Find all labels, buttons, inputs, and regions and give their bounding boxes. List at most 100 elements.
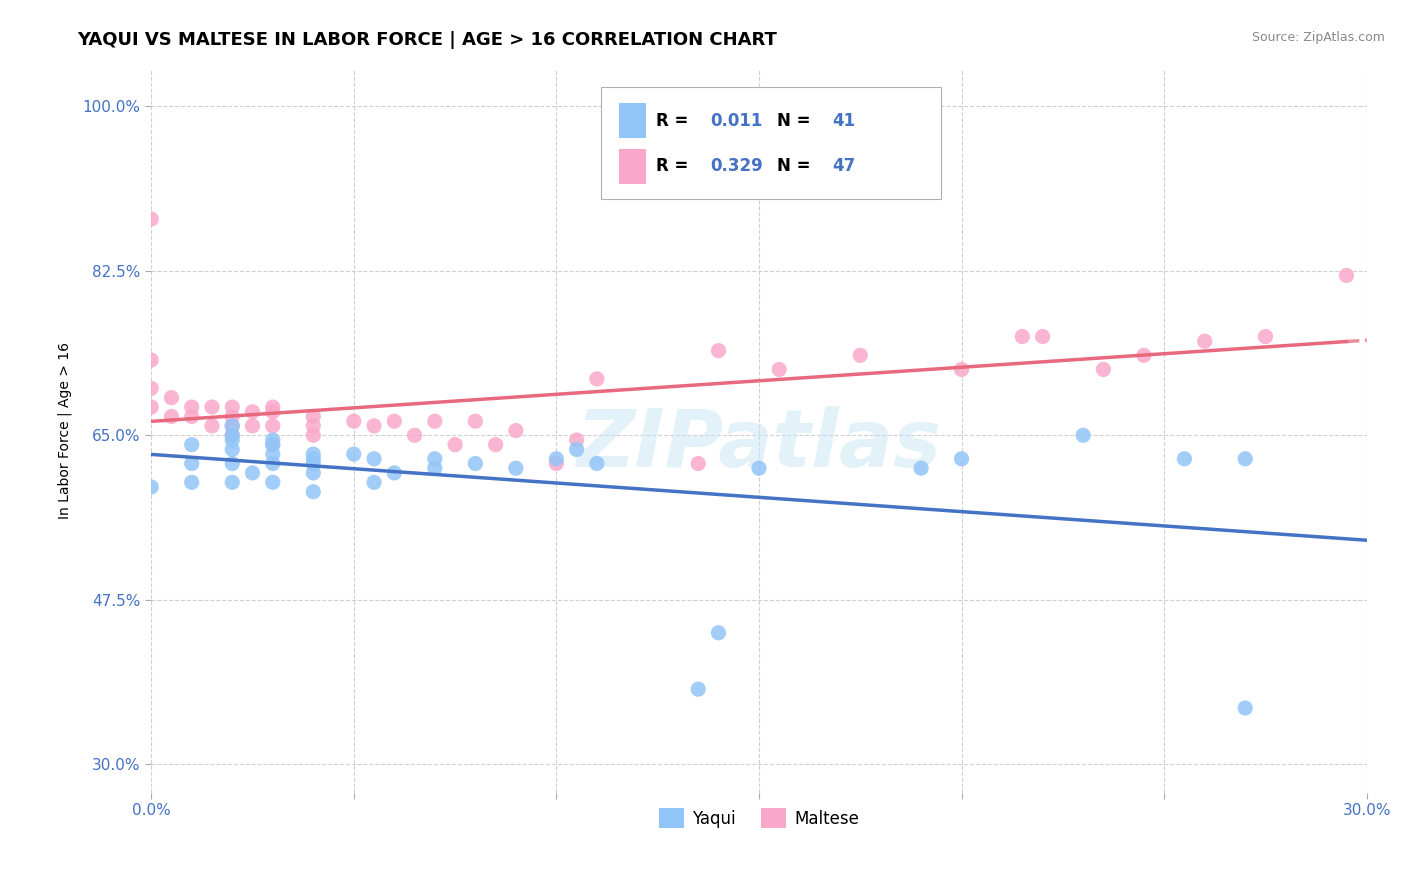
Point — [382, 466, 405, 480]
Point — [262, 457, 284, 471]
Point — [221, 457, 243, 471]
Point — [950, 362, 973, 376]
Y-axis label: In Labor Force | Age > 16: In Labor Force | Age > 16 — [58, 343, 72, 519]
Point — [382, 414, 405, 428]
Point — [221, 418, 243, 433]
Point — [464, 414, 486, 428]
Point — [1011, 329, 1033, 343]
Point — [180, 409, 202, 424]
Point — [768, 362, 790, 376]
Point — [1071, 428, 1094, 442]
Text: N =: N = — [778, 157, 817, 176]
Text: Source: ZipAtlas.com: Source: ZipAtlas.com — [1251, 31, 1385, 45]
Point — [221, 418, 243, 433]
Point — [221, 442, 243, 457]
Point — [141, 400, 163, 414]
Point — [1234, 451, 1257, 466]
Point — [160, 391, 183, 405]
Point — [363, 451, 385, 466]
Point — [423, 461, 446, 475]
Point — [262, 438, 284, 452]
Point — [950, 451, 973, 466]
Point — [262, 433, 284, 447]
Point — [180, 438, 202, 452]
Point — [201, 400, 224, 414]
Point — [302, 428, 325, 442]
Point — [565, 433, 588, 447]
Text: 41: 41 — [832, 112, 855, 129]
Text: N =: N = — [778, 112, 817, 129]
Point — [1173, 451, 1195, 466]
Point — [1336, 268, 1358, 283]
Text: 0.329: 0.329 — [710, 157, 763, 176]
Point — [343, 414, 366, 428]
Point — [707, 343, 730, 358]
Point — [1254, 329, 1277, 343]
Point — [141, 381, 163, 395]
Point — [688, 682, 710, 697]
Point — [302, 418, 325, 433]
Text: R =: R = — [655, 112, 693, 129]
Point — [505, 461, 527, 475]
FancyBboxPatch shape — [619, 103, 645, 138]
Point — [262, 447, 284, 461]
FancyBboxPatch shape — [619, 149, 645, 184]
Point — [302, 447, 325, 461]
FancyBboxPatch shape — [600, 87, 941, 199]
Point — [262, 475, 284, 490]
Point — [546, 457, 568, 471]
Text: R =: R = — [655, 157, 693, 176]
Point — [141, 480, 163, 494]
Point — [262, 438, 284, 452]
Point — [849, 348, 872, 362]
Point — [262, 405, 284, 419]
Point — [221, 433, 243, 447]
Point — [423, 414, 446, 428]
Point — [262, 400, 284, 414]
Point — [141, 353, 163, 368]
Point — [221, 400, 243, 414]
Point — [221, 428, 243, 442]
Point — [546, 451, 568, 466]
Point — [242, 418, 264, 433]
Point — [363, 418, 385, 433]
Point — [343, 447, 366, 461]
Point — [1234, 701, 1257, 715]
Point — [1133, 348, 1156, 362]
Point — [1194, 334, 1216, 349]
Point — [302, 457, 325, 471]
Point — [748, 461, 770, 475]
Point — [363, 475, 385, 490]
Point — [1092, 362, 1115, 376]
Point — [242, 405, 264, 419]
Point — [1032, 329, 1054, 343]
Point — [707, 625, 730, 640]
Point — [180, 457, 202, 471]
Point — [180, 400, 202, 414]
Point — [484, 438, 506, 452]
Text: 47: 47 — [832, 157, 855, 176]
Point — [201, 418, 224, 433]
Point — [423, 451, 446, 466]
Legend: Yaqui, Maltese: Yaqui, Maltese — [652, 801, 866, 835]
Point — [302, 409, 325, 424]
Text: ZIPatlas: ZIPatlas — [576, 406, 942, 484]
Point — [464, 457, 486, 471]
Point — [586, 372, 609, 386]
Point — [221, 475, 243, 490]
Point — [505, 424, 527, 438]
Point — [444, 438, 467, 452]
Point — [565, 442, 588, 457]
Point — [242, 466, 264, 480]
Point — [404, 428, 426, 442]
Point — [910, 461, 932, 475]
Point — [262, 418, 284, 433]
Text: 0.011: 0.011 — [710, 112, 762, 129]
Point — [302, 451, 325, 466]
Point — [180, 475, 202, 490]
Point — [688, 457, 710, 471]
Point — [141, 212, 163, 227]
Text: YAQUI VS MALTESE IN LABOR FORCE | AGE > 16 CORRELATION CHART: YAQUI VS MALTESE IN LABOR FORCE | AGE > … — [77, 31, 778, 49]
Point — [221, 409, 243, 424]
Point — [302, 466, 325, 480]
